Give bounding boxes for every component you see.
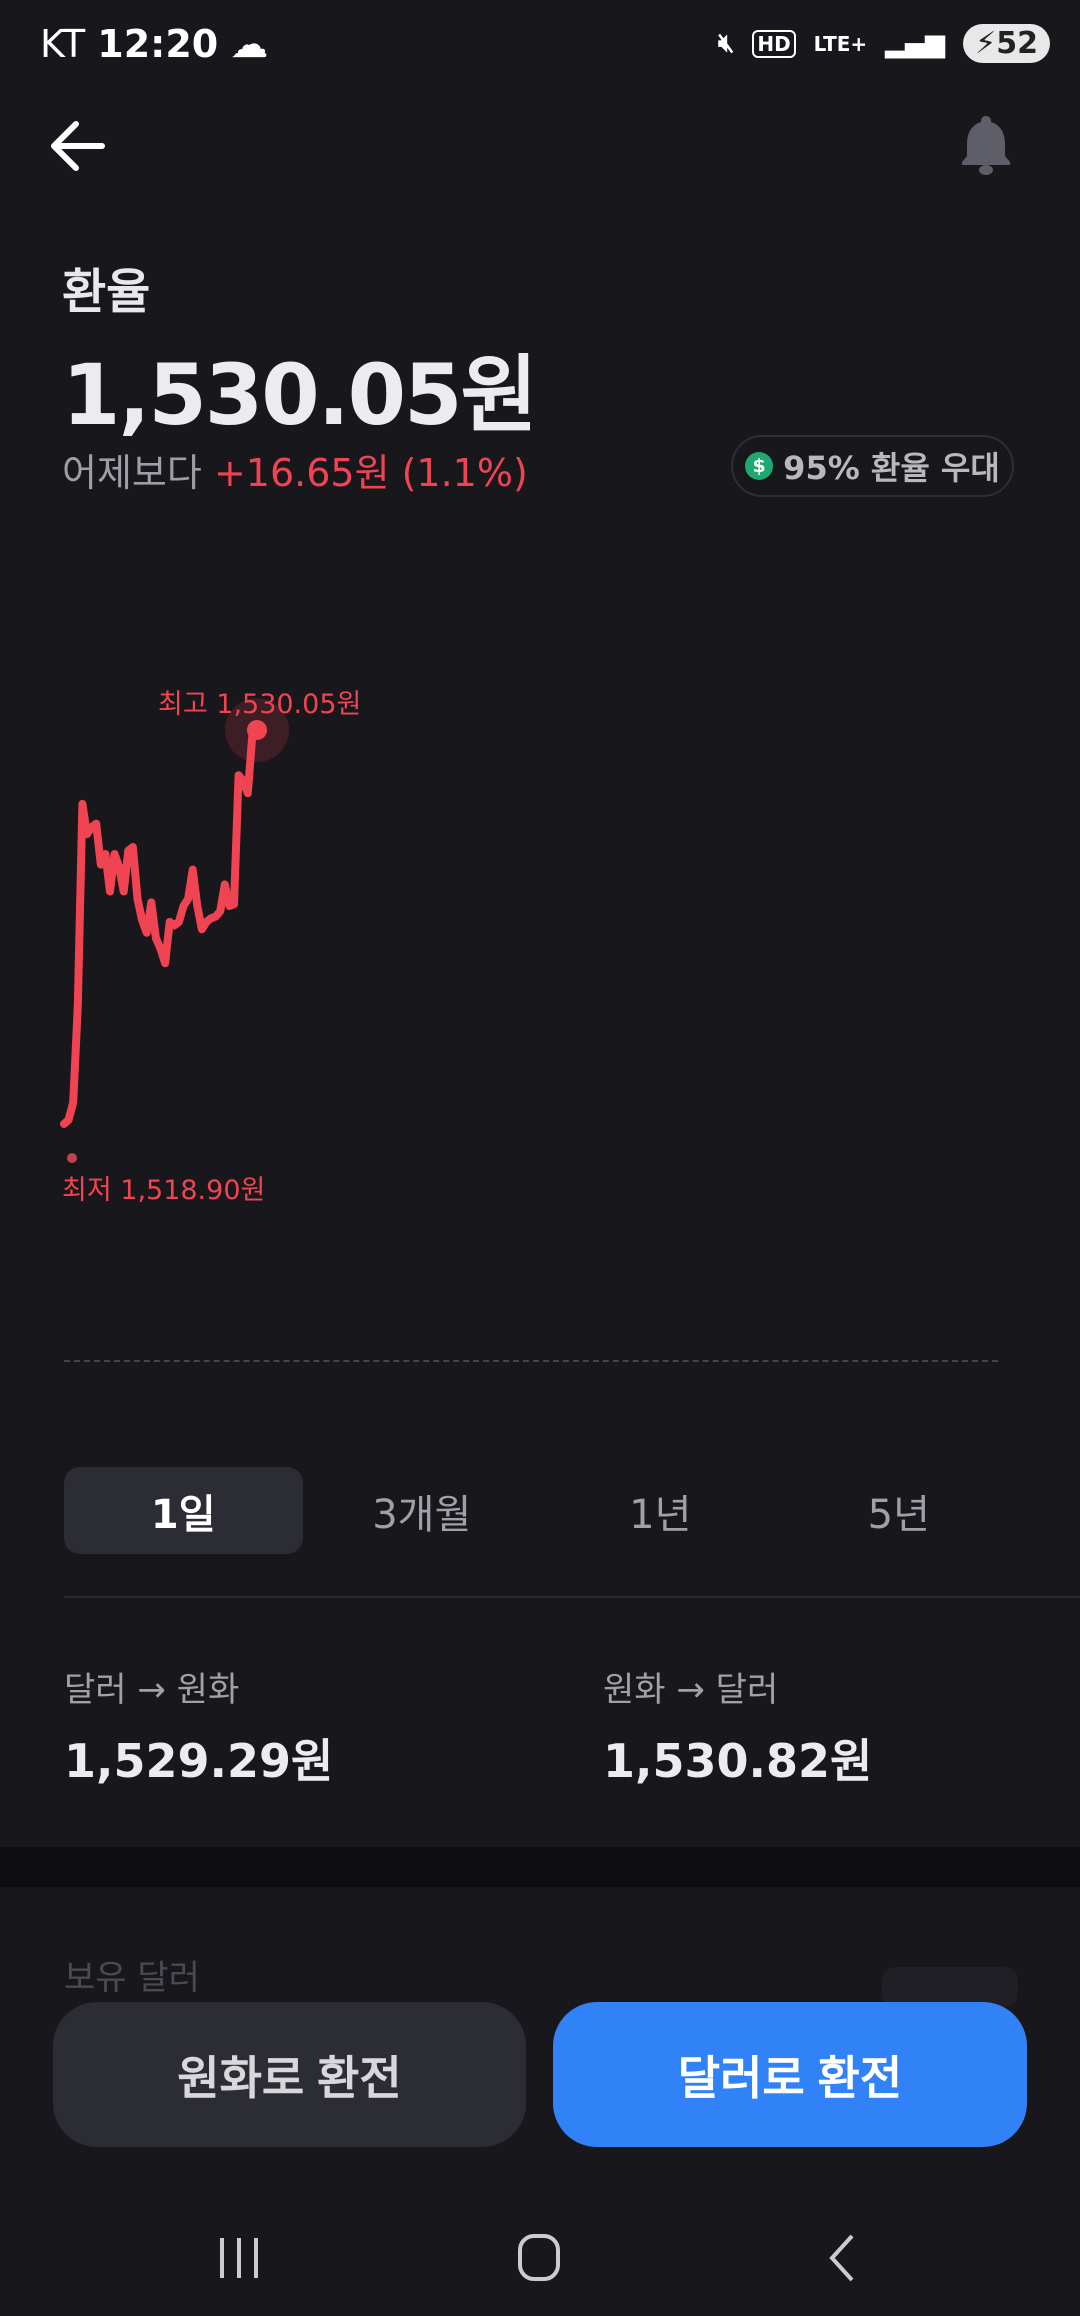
period-tabs: 1일 3개월 1년 5년 [64,1467,1018,1554]
rate-value: 1,529.29원 [64,1734,334,1788]
status-icons: 🔇︎ HD LTE+ ▂▄▆ ⚡52 [718,24,1050,63]
dollar-icon: $ [745,452,774,480]
high-point [247,720,267,740]
alert-button[interactable] [958,114,1014,180]
tab-3m[interactable]: 3개월 [372,1491,472,1538]
rate-label: 원화 → 달러 [603,1670,779,1710]
arrow-left-icon [51,121,105,171]
rate-label: 달러 → 원화 [64,1670,240,1710]
rate-chart[interactable] [0,0,1080,1400]
change-prefix: 어제보다 [62,451,202,495]
mute-icon: 🔇︎ [717,28,735,58]
rate-usd-to-krw: 달러 → 원화 1,529.29원 [64,1662,333,1791]
rate-line [60,726,261,1128]
current-rate: 1,530.05원 [62,346,538,444]
hd-icon: HD [752,29,796,58]
rate-discount-badge[interactable]: $ 95% 환율 우대 [731,435,1014,497]
tab-1y[interactable]: 1년 [629,1491,692,1538]
change-line: 어제보다 +16.65원 (1.1%) [62,442,528,497]
badge-label: 95% 환율 우대 [783,449,1000,487]
page-title: 환율 [62,264,151,320]
clock: 12:20 [97,22,219,66]
holdings-label: 보유 달러 [64,1958,200,1998]
rate-value: 1,530.82원 [603,1734,873,1788]
battery-indicator: ⚡52 [963,24,1050,63]
chart-baseline [64,1360,998,1362]
section-separator [0,1847,1080,1887]
system-nav-bar [0,2225,1080,2295]
back-button[interactable] [48,118,108,178]
home-icon[interactable] [517,2233,561,2283]
carrier: KT [40,22,86,66]
low-point [67,1153,77,1163]
tab-1d[interactable]: 1일 [64,1467,303,1554]
rate-krw-to-usd: 원화 → 달러 1,530.82원 [603,1662,872,1791]
change-value: +16.65원 (1.1%) [213,451,528,495]
status-bar: KT 12:20 ☁ 🔇︎ HD LTE+ ▂▄▆ ⚡52 [0,22,1080,72]
lte-icon: LTE+ [813,31,868,56]
exchange-to-krw-button[interactable]: 원화로 환전 [53,2002,526,2147]
recent-apps-icon[interactable] [218,2235,260,2281]
sync-icon: ☁ [230,22,269,66]
low-label: 최저 1,518.90원 [62,1175,266,1206]
back-icon[interactable] [826,2233,858,2283]
tab-5y[interactable]: 5년 [867,1491,930,1538]
carrier-time: KT 12:20 ☁ [40,22,268,66]
bell-icon [962,116,1010,175]
holdings-button[interactable] [882,1967,1018,2007]
exchange-to-usd-button[interactable]: 달러로 환전 [553,2002,1027,2147]
signal-icon: ▂▄▆ [885,28,946,59]
high-label: 최고 1,530.05원 [158,689,362,720]
divider [64,1596,1080,1598]
battery-level: 52 [996,26,1038,61]
